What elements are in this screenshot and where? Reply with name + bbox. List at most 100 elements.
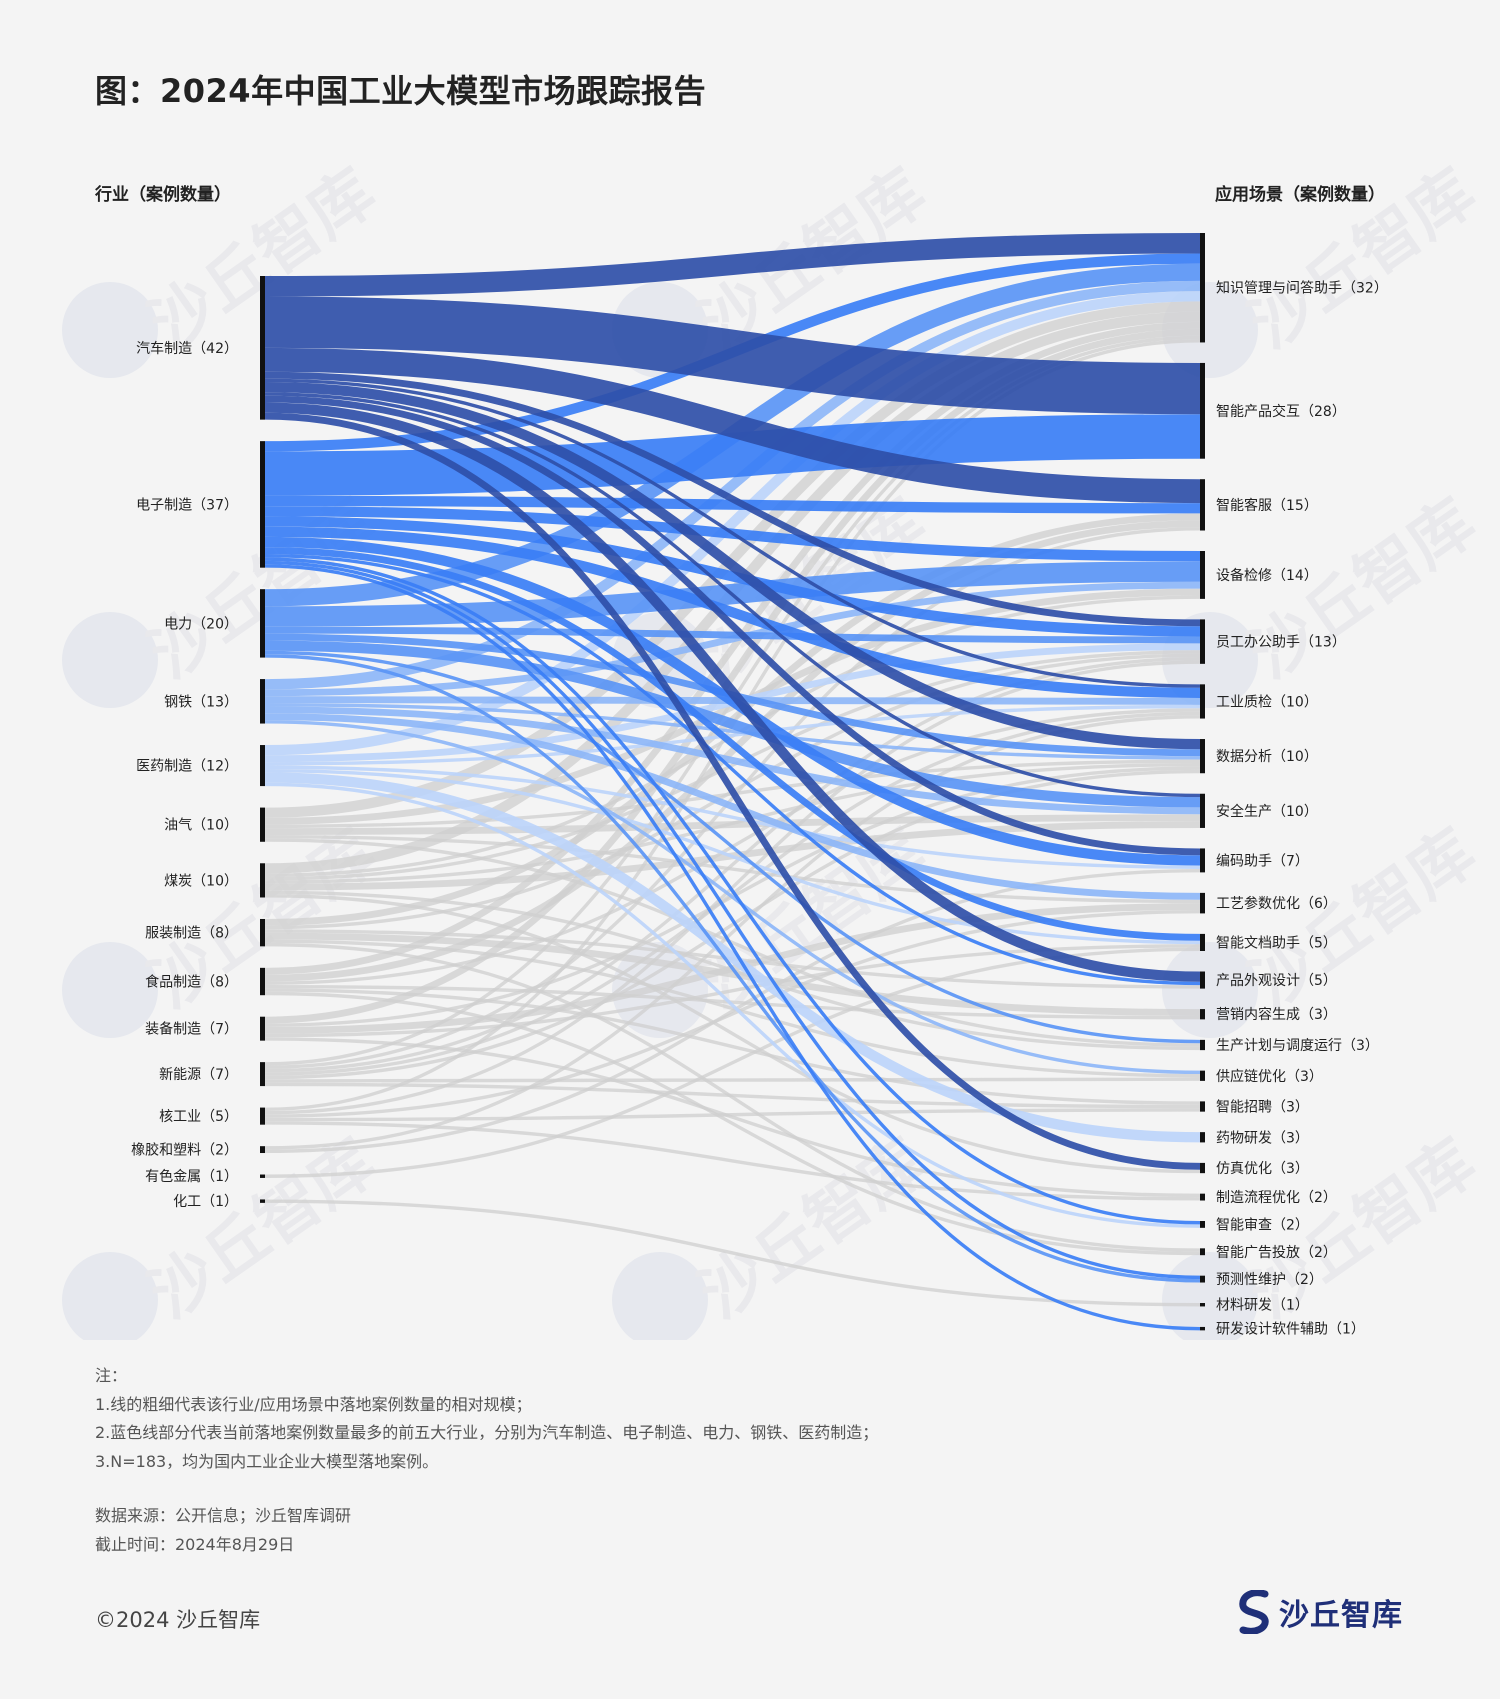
left-node-label: 服装制造（8） xyxy=(145,926,238,942)
right-node-label: 供应链优化（3） xyxy=(1216,1068,1323,1085)
cutoff-date: 截止时间：2024年8月29日 xyxy=(95,1534,295,1554)
sankey-links xyxy=(264,233,1201,1331)
right-node-bar xyxy=(1200,739,1205,774)
left-node-bar xyxy=(260,276,265,420)
right-node-label: 智能审查（2） xyxy=(1216,1217,1309,1233)
sankey-link xyxy=(264,984,1201,1020)
sankey-link xyxy=(264,626,1201,644)
sankey-link xyxy=(264,838,1201,1047)
right-node-label: 智能广告投放（2） xyxy=(1216,1245,1337,1261)
sankey-link xyxy=(264,526,1201,699)
sankey-link xyxy=(264,772,1201,1143)
right-node-label: 材料研发（1） xyxy=(1216,1298,1309,1314)
sankey-link xyxy=(264,988,1201,1105)
right-node-label: 工业质检（10） xyxy=(1216,694,1318,710)
right-node-label: 药物研发（3） xyxy=(1216,1130,1309,1146)
right-axis-header: 应用场景（案例数量） xyxy=(1215,185,1385,205)
sankey-link xyxy=(264,713,1201,900)
sankey-link xyxy=(264,527,1201,1069)
right-node-bar xyxy=(1200,793,1205,828)
sankey-link xyxy=(264,942,1201,1252)
left-node-label: 装备制造（7） xyxy=(145,1021,238,1038)
sankey-link xyxy=(264,233,1201,297)
left-node-label: 核工业（5） xyxy=(159,1109,238,1125)
right-node-bar xyxy=(1200,479,1205,531)
left-node-label: 汽车制造（42） xyxy=(136,340,238,357)
right-node-label: 设备检修（14） xyxy=(1216,567,1318,584)
left-node-label: 医药制造（12） xyxy=(136,759,238,775)
watermark-icon xyxy=(1162,1252,1258,1340)
watermark-text: 沙丘智库 xyxy=(1237,816,1489,1023)
sankey-link xyxy=(264,782,1201,1228)
left-node-bar xyxy=(260,1016,265,1041)
brand-logo: 沙丘智库 xyxy=(1237,1590,1403,1634)
right-node-label: 制造流程优化（2） xyxy=(1216,1190,1337,1206)
right-node-label: 生产计划与调度运行（3） xyxy=(1216,1038,1379,1054)
sankey-link xyxy=(264,1121,1201,1201)
note-line-3: 3.N=183，均为国内工业企业大模型落地案例。 xyxy=(95,1451,439,1471)
brand-name: 沙丘智库 xyxy=(1279,1598,1403,1633)
left-node-label: 煤炭（10） xyxy=(164,873,238,889)
sankey-link xyxy=(264,706,1201,815)
left-node-label: 电子制造（37） xyxy=(136,497,238,513)
sankey-link xyxy=(264,909,1201,1118)
sankey-link xyxy=(264,704,1201,766)
right-node-label: 知识管理与问答助手（32） xyxy=(1216,280,1388,297)
source-info: 数据来源：公开信息；沙丘智库调研 截止时间：2024年8月29日 xyxy=(95,1502,351,1559)
sankey-link xyxy=(264,654,1201,1283)
right-node-bar xyxy=(1200,1101,1205,1112)
sankey-link xyxy=(264,280,1201,690)
sankey-link xyxy=(264,660,1201,1115)
watermark-text: 沙丘智库 xyxy=(1237,156,1489,363)
right-node-bar xyxy=(1200,1132,1205,1143)
left-node-bar xyxy=(260,745,265,787)
note-line-1: 1.线的粗细代表该行业/应用场景中落地案例数量的相对规模； xyxy=(95,1394,532,1414)
left-node-label: 油气（10） xyxy=(164,818,238,834)
right-node-label: 工艺参数优化（6） xyxy=(1216,895,1337,912)
sankey-link xyxy=(264,947,1201,1178)
watermark-text: 沙丘智库 xyxy=(1237,486,1489,693)
right-node-bar xyxy=(1200,233,1205,343)
sankey-link xyxy=(264,560,1201,1280)
sankey-link xyxy=(264,392,1201,798)
watermark-icon xyxy=(62,612,158,708)
watermark-icon xyxy=(62,282,158,378)
right-node-bar xyxy=(1200,1162,1205,1174)
right-node-bar xyxy=(1200,362,1205,459)
left-node-bar xyxy=(260,589,265,658)
sankey-link xyxy=(264,382,1201,750)
right-node-bar xyxy=(1200,848,1205,873)
right-node-label: 智能招聘（3） xyxy=(1216,1100,1309,1116)
right-node-bar xyxy=(1200,1193,1205,1201)
sankey-link xyxy=(264,1108,1201,1122)
left-node-bar xyxy=(260,1174,265,1178)
right-node-bar xyxy=(1200,971,1205,989)
sankey-link xyxy=(264,547,1201,941)
sankey-link xyxy=(264,1199,1201,1307)
copyright: ©2024 沙丘智库 xyxy=(95,1608,261,1632)
page-title: 图：2024年中国工业大模型市场跟踪报告 xyxy=(95,72,707,110)
sankey-link xyxy=(264,395,1201,856)
brand-s-icon xyxy=(1239,1590,1269,1634)
left-node-label: 电力（20） xyxy=(164,616,238,632)
right-node-bar xyxy=(1200,684,1205,719)
watermark-text: 沙丘智库 xyxy=(687,1126,939,1333)
sankey-nodes: 汽车制造（42） 电子制造（37） 电力（20） 钢铁（13） 医药制造（12） 油气（1… xyxy=(131,233,1388,1338)
sankey-link xyxy=(264,640,1201,808)
sankey-link xyxy=(264,291,1201,756)
sankey-link xyxy=(264,765,1201,869)
sankey-link xyxy=(264,932,1201,1016)
right-node-bar xyxy=(1200,1039,1205,1051)
sankey-link xyxy=(264,581,1201,697)
right-node-label: 编码助手（7） xyxy=(1216,853,1309,869)
watermark-icon xyxy=(612,1252,708,1340)
left-node-label: 食品制造（8） xyxy=(145,974,238,991)
sankey-link xyxy=(264,371,1201,627)
left-node-bar xyxy=(260,863,265,898)
right-node-bar xyxy=(1200,933,1205,951)
left-node-bar xyxy=(260,1199,265,1203)
sankey-link xyxy=(264,650,1201,881)
right-node-bar xyxy=(1200,1221,1205,1228)
sankey-link xyxy=(264,296,1201,415)
